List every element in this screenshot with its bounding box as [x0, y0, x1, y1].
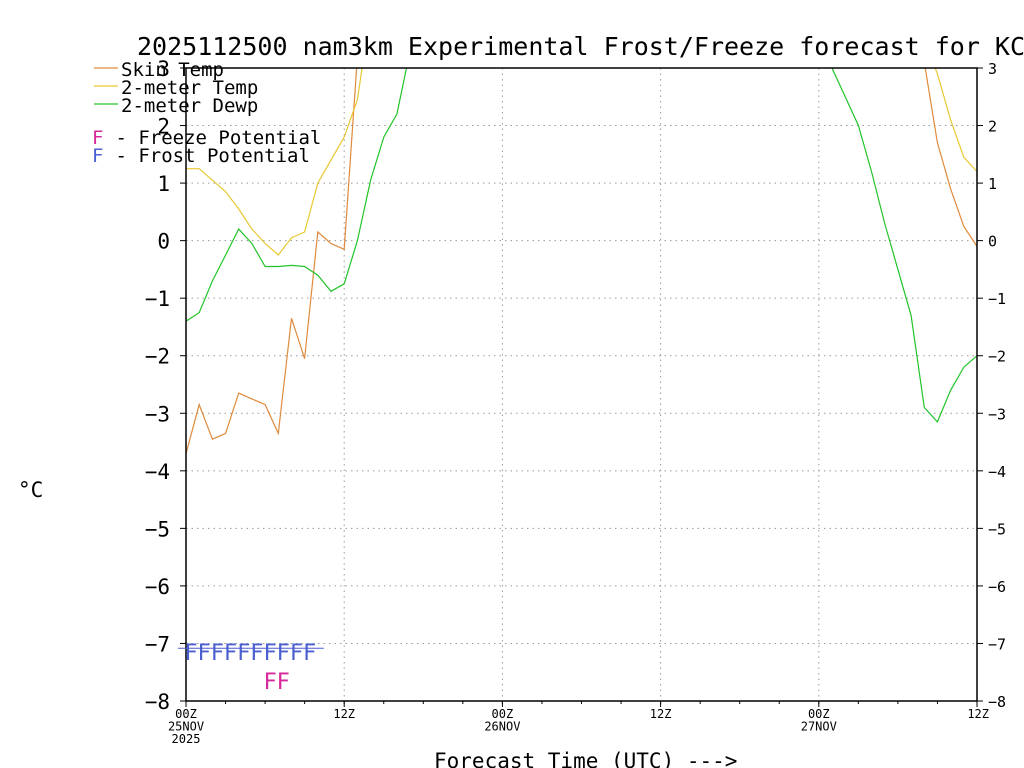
series-line-2-meter-dewp: [186, 68, 977, 424]
legend: Skin Temp 2-meter Temp 2-meter Dewp F - …: [92, 59, 321, 167]
y-tick-label-right: −1: [988, 290, 1006, 308]
legend-label-skin-temp: Skin Temp: [121, 59, 224, 81]
potential-marker-layer: F F F F F F F F F FF F: [178, 641, 324, 695]
frost-potential-marker: F: [237, 641, 250, 666]
chart-title: 2025112500 nam3km Experimental Frost/Fre…: [137, 32, 1024, 61]
frost-potential-marker: F: [211, 641, 224, 666]
y-tick-label-left: 1: [157, 172, 170, 196]
frost-potential-marker: F: [184, 641, 197, 666]
y-tick-label-right: 2: [988, 118, 997, 136]
y-tick-label-right: 0: [988, 233, 997, 251]
y-tick-label-right: −3: [988, 405, 1006, 423]
freeze-potential-marker: F: [277, 670, 290, 695]
frost-potential-marker: F: [303, 641, 316, 666]
x-tick-label: 00Z: [492, 707, 514, 721]
frost-potential-marker: F: [250, 641, 263, 666]
x-tick-label: 12Z: [333, 707, 355, 721]
frost-potential-marker: F: [224, 641, 237, 666]
y-tick-label-left: −2: [145, 345, 170, 369]
y-tick-label-right: −4: [988, 463, 1006, 481]
x-tick-label: 26NOV: [484, 720, 520, 734]
frost-potential-marker: F: [198, 641, 211, 666]
legend-label-2m-dewp: 2-meter Dewp: [121, 95, 258, 117]
x-tick-label: 2025: [172, 732, 201, 746]
x-tick-label: 27NOV: [801, 720, 837, 734]
axes-layer: 3 3 2 2 1 1 0 0 −1 −1 −2 −2 −3 −3 −4 −4 −5 −5 −6 −6 −7 −7 −8 −8…: [145, 57, 1006, 746]
y-tick-label-right: 1: [988, 175, 997, 193]
x-tick-label: 00Z: [175, 707, 197, 721]
y-tick-label-left: −3: [145, 402, 170, 426]
x-tick-label: 12Z: [967, 707, 989, 721]
x-tick-label: 25NOV: [168, 720, 204, 734]
series-layer: [186, 68, 977, 454]
y-tick-label-left: 3: [157, 57, 170, 81]
y-tick-label-right: −5: [988, 520, 1006, 538]
y-tick-label-left: −6: [145, 575, 170, 599]
frost-potential-marker: F: [263, 641, 276, 666]
y-tick-label-right: 3: [988, 60, 997, 78]
freeze-potential-marker: F: [263, 670, 276, 695]
frost-potential-marker: F: [290, 641, 303, 666]
frost-potential-marker: F: [277, 641, 290, 666]
legend-freeze-symbol: F: [92, 127, 103, 149]
legend-freeze-label: - Freeze Potential: [104, 127, 321, 149]
legend-label-2m-temp: 2-meter Temp: [121, 77, 258, 99]
x-tick-label: 00Z: [808, 707, 830, 721]
y-tick-label-left: −4: [145, 460, 170, 484]
series-line-2-meter-temp: [186, 68, 977, 256]
legend-frost-label: - Frost Potential: [104, 145, 310, 167]
y-tick-label-right: −6: [988, 578, 1006, 596]
series-line-skin-temp: [186, 68, 977, 454]
y-tick-label-right: −2: [988, 348, 1006, 366]
y-tick-label-left: 0: [157, 230, 170, 254]
y-tick-label-left: −5: [145, 517, 170, 541]
y-tick-label-left: −8: [145, 690, 170, 714]
y-tick-label-right: −8: [988, 693, 1006, 711]
grid-layer: [186, 68, 977, 701]
y-tick-label-left: −7: [145, 632, 170, 656]
x-axis-label: Forecast Time (UTC) --->: [434, 749, 737, 768]
y-tick-label-left: −1: [145, 287, 170, 311]
y-tick-label-left: 2: [157, 115, 170, 139]
legend-frost-symbol: F: [92, 145, 103, 167]
y-tick-label-right: −7: [988, 635, 1006, 653]
x-tick-label: 12Z: [650, 707, 672, 721]
y-axis-label: °C: [18, 478, 43, 502]
